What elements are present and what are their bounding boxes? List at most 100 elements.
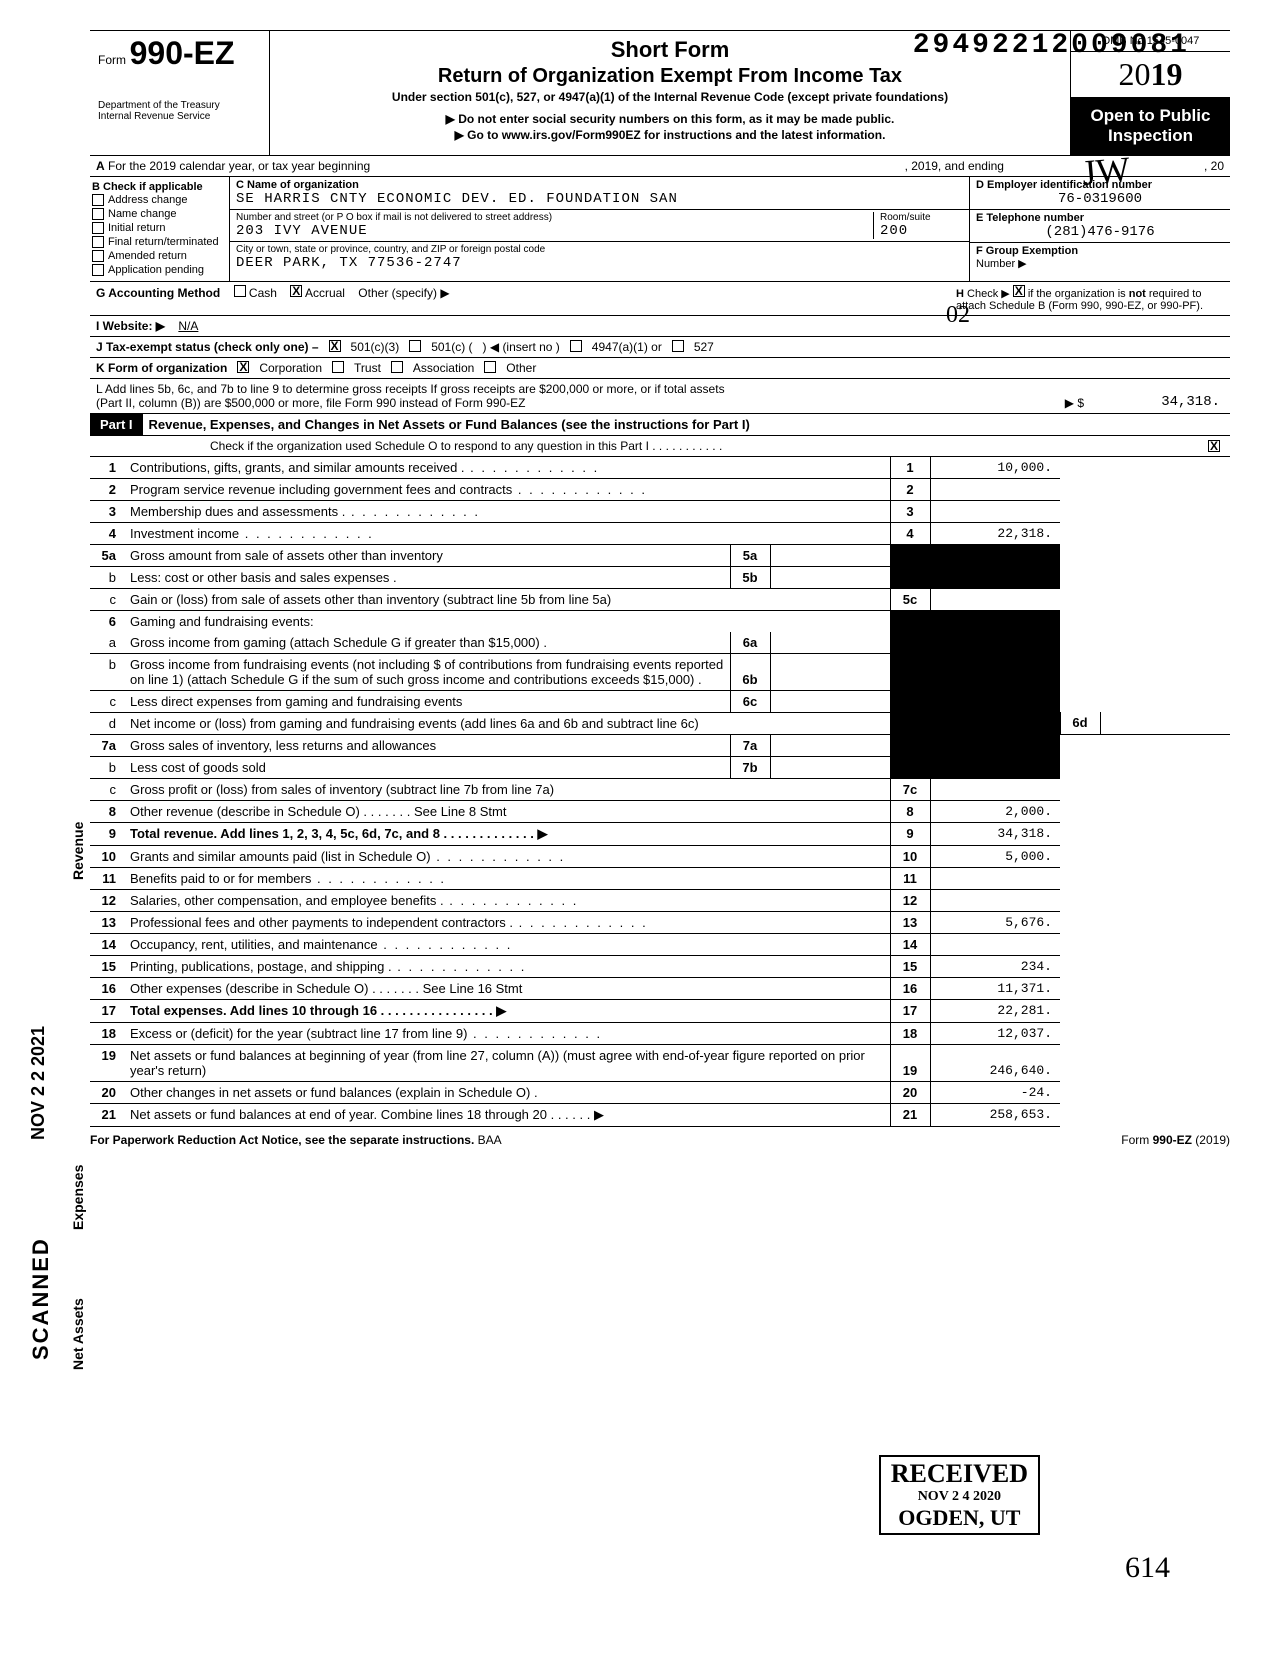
line-17: 17Total expenses. Add lines 10 through 1… (90, 999, 1230, 1022)
k-other: Other (506, 361, 536, 375)
row-l: L Add lines 5b, 6c, and 7b to line 9 to … (90, 379, 1230, 414)
ein: 76-0319600 (976, 191, 1224, 207)
k-label: K Form of organization (96, 361, 227, 375)
form-number: 990-EZ (130, 35, 235, 71)
lines-table: 1Contributions, gifts, grants, and simil… (90, 457, 1230, 1127)
chk-corp[interactable] (237, 361, 249, 373)
chk-assoc[interactable] (391, 361, 403, 373)
row-k: K Form of organization Corporation Trust… (90, 358, 1230, 379)
dept-irs: Internal Revenue Service (98, 111, 261, 122)
col-b-header: B Check if applicable (92, 181, 227, 193)
part1-check-o: Check if the organization used Schedule … (90, 436, 1230, 457)
line-14: 14Occupancy, rent, utilities, and mainte… (90, 933, 1230, 955)
received-stamp: RECEIVED NOV 2 4 2020 OGDEN, UT (879, 1455, 1040, 1535)
chk-accrual[interactable] (290, 285, 302, 297)
k-trust: Trust (354, 361, 381, 375)
year-digits: 19 (1151, 56, 1183, 92)
chk-final-return[interactable] (92, 236, 104, 248)
f-label: F Group Exemption (976, 245, 1224, 257)
chk-address-change[interactable] (92, 194, 104, 206)
org-street: 203 IVY AVENUE (236, 223, 873, 239)
chk-cash[interactable] (234, 285, 246, 297)
side-scanned: SCANNED (28, 1237, 54, 1360)
line-20: 20Other changes in net assets or fund ba… (90, 1081, 1230, 1103)
chk-schedule-o[interactable] (1208, 440, 1220, 452)
b-item-3: Final return/terminated (108, 236, 219, 248)
chk-trust[interactable] (332, 361, 344, 373)
row-a-end: , 20 (1204, 159, 1224, 173)
k-assoc: Association (413, 361, 474, 375)
i-label: I Website: ▶ (96, 319, 165, 333)
col-b: B Check if applicable Address change Nam… (90, 177, 230, 281)
chk-amended[interactable] (92, 250, 104, 262)
line-5c: cGain or (loss) from sale of assets othe… (90, 588, 1230, 610)
org-name: SE HARRIS CNTY ECONOMIC DEV. ED. FOUNDAT… (236, 191, 963, 207)
b-item-0: Address change (108, 194, 188, 206)
j-label: J Tax-exempt status (check only one) – (96, 340, 319, 354)
line-7a: 7aGross sales of inventory, less returns… (90, 734, 1230, 756)
j-insert: ) ◀ (insert no ) (483, 340, 560, 354)
g-accrual: Accrual (305, 286, 345, 300)
chk-h[interactable] (1013, 285, 1025, 297)
check-o-text: Check if the organization used Schedule … (210, 439, 722, 453)
chk-app-pending[interactable] (92, 264, 104, 276)
label-a: A (96, 159, 105, 173)
g-other: Other (specify) ▶ (358, 286, 449, 300)
g-cash: Cash (249, 286, 277, 300)
chk-other[interactable] (484, 361, 496, 373)
form-id-box: Form 990-EZ Department of the Treasury I… (90, 31, 270, 155)
chk-initial-return[interactable] (92, 222, 104, 234)
footer-mid: BAA (478, 1133, 502, 1147)
line-7c: cGross profit or (loss) from sales of in… (90, 778, 1230, 800)
chk-501c3[interactable] (329, 340, 341, 352)
j-527: 527 (694, 340, 714, 354)
row-i: I Website: ▶ N/A (90, 316, 1230, 337)
part1-header: Part I Revenue, Expenses, and Changes in… (90, 414, 1230, 436)
line-13: 13Professional fees and other payments t… (90, 911, 1230, 933)
line-6: 6Gaming and fundraising events: (90, 610, 1230, 632)
line-19: 19Net assets or fund balances at beginni… (90, 1044, 1230, 1081)
side-date: NOV 2 2 2021 (28, 1026, 49, 1140)
side-revenue: Revenue (70, 822, 86, 880)
row-a: A For the 2019 calendar year, or tax yea… (90, 156, 1230, 177)
year-prefix: 20 (1119, 56, 1151, 92)
l-amount: 34,318. (1161, 394, 1220, 410)
chk-name-change[interactable] (92, 208, 104, 220)
open-to-public: Open to Public Inspection (1071, 98, 1230, 155)
c-city-label: City or town, state or province, country… (236, 244, 963, 255)
line-16: 16Other expenses (describe in Schedule O… (90, 977, 1230, 999)
chk-501c[interactable] (409, 340, 421, 352)
handwriting-02: 02 (946, 302, 970, 329)
received-text: RECEIVED (891, 1459, 1028, 1489)
j-501c3: 501(c)(3) (351, 340, 400, 354)
received-date: NOV 2 4 2020 (891, 1489, 1028, 1505)
row-a-text: For the 2019 calendar year, or tax year … (108, 159, 370, 173)
b-item-2: Initial return (108, 222, 165, 234)
part1-tag: Part I (90, 414, 143, 435)
l-arrow: ▶ $ (1065, 396, 1084, 410)
c-room-label: Room/suite (880, 212, 963, 223)
block-bcde: B Check if applicable Address change Nam… (90, 177, 1230, 282)
row-j: J Tax-exempt status (check only one) – 5… (90, 337, 1230, 358)
j-501c: 501(c) ( (431, 340, 472, 354)
goto-url: ▶ Go to www.irs.gov/Form990EZ for instru… (282, 128, 1058, 142)
b-item-4: Amended return (108, 250, 187, 262)
form-prefix: Form (98, 53, 126, 67)
return-title: Return of Organization Exempt From Incom… (282, 65, 1058, 88)
line-9: 9Total revenue. Add lines 1, 2, 3, 4, 5c… (90, 822, 1230, 845)
phone: (281)476-9176 (976, 224, 1224, 240)
handwriting-initials: JW (1080, 148, 1131, 194)
line-1: 1Contributions, gifts, grants, and simil… (90, 457, 1230, 479)
line-21: 21Net assets or fund balances at end of … (90, 1103, 1230, 1126)
j-4947: 4947(a)(1) or (592, 340, 662, 354)
under-section: Under section 501(c), 527, or 4947(a)(1)… (282, 90, 1058, 104)
k-corp: Corporation (259, 361, 322, 375)
dept-treasury: Department of the Treasury (98, 100, 261, 111)
chk-527[interactable] (672, 340, 684, 352)
row-a-mid: , 2019, and ending (905, 159, 1004, 173)
l-line2: (Part II, column (B)) are $500,000 or mo… (96, 396, 526, 410)
chk-4947[interactable] (570, 340, 582, 352)
footer-left: For Paperwork Reduction Act Notice, see … (90, 1133, 474, 1147)
f-label2: Number ▶ (976, 257, 1224, 270)
line-11: 11Benefits paid to or for members11 (90, 867, 1230, 889)
